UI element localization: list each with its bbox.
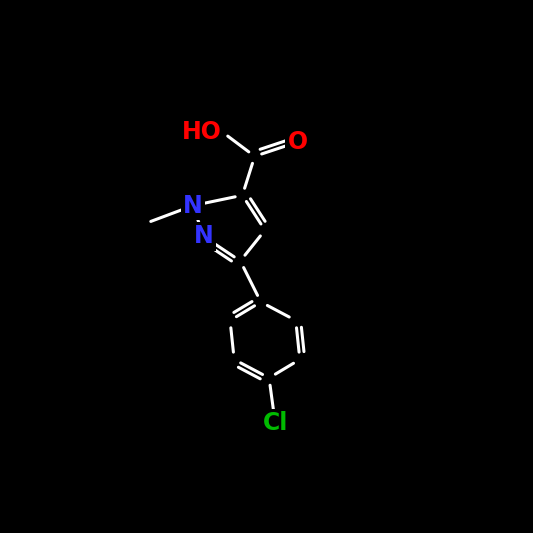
Text: N: N: [193, 224, 213, 248]
Text: Cl: Cl: [263, 411, 288, 435]
Text: N: N: [183, 193, 203, 217]
Text: HO: HO: [182, 120, 222, 144]
Text: O: O: [288, 130, 308, 154]
